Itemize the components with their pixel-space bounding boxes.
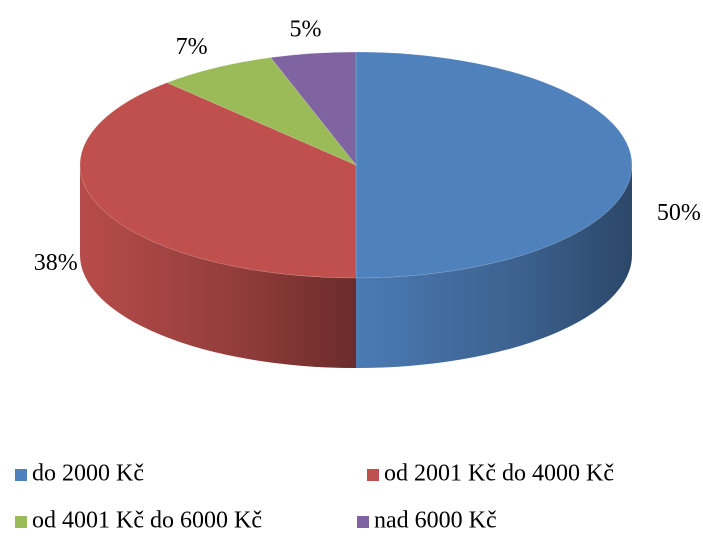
legend-label: od 2001 Kč do 4000 Kč [384, 461, 614, 487]
legend: do 2000 Kč od 2001 Kč do 4000 Kč od 4001 K… [15, 461, 614, 534]
data-label: 7% [176, 34, 208, 60]
legend-swatch [357, 516, 369, 528]
pie-slice [166, 57, 357, 166]
data-label: 5% [289, 17, 321, 43]
pie-tops [79, 51, 633, 279]
data-label: 50% [657, 200, 701, 226]
pie-slice [355, 51, 633, 279]
pie-sides [80, 165, 632, 368]
legend-label: do 2000 Kč [32, 461, 144, 487]
pie-side-shade [80, 165, 356, 368]
pie-slice [79, 82, 357, 279]
legend-label: od 4001 Kč do 6000 Kč [32, 508, 262, 534]
data-label: 38% [34, 250, 78, 276]
pie-side-shade [356, 165, 632, 368]
legend-label: nad 6000 Kč [374, 508, 497, 534]
legend-swatch [367, 469, 379, 481]
legend-swatch [15, 469, 27, 481]
legend-swatch [15, 516, 27, 528]
pie-slice [270, 51, 357, 166]
data-labels: 50% 38% 7% 5% [34, 17, 701, 276]
